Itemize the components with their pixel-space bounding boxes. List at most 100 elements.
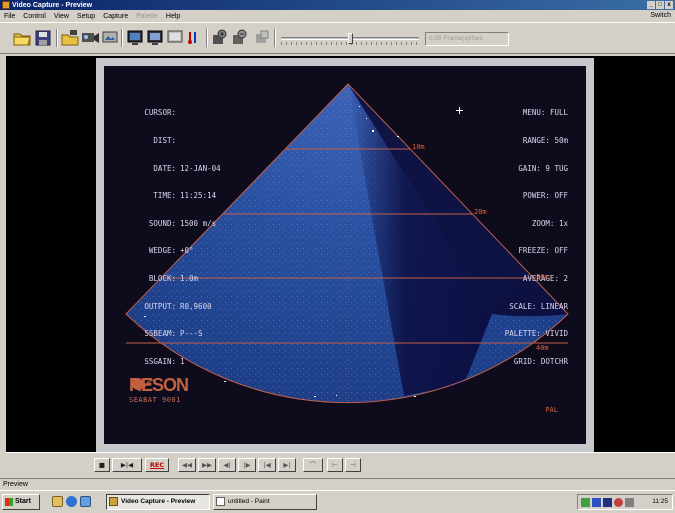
readout-key: GRID: (513, 356, 537, 366)
readout-key: SCALE: (509, 301, 537, 311)
reson-seal-icon (132, 378, 155, 391)
readout-value: VIVID (545, 329, 568, 339)
readout-value (176, 136, 180, 145)
readout-key: RANGE: (522, 136, 550, 146)
menu-setup[interactable]: Setup (76, 12, 96, 20)
readout-value: 1500 m/s (180, 218, 217, 228)
video-format-icon[interactable] (100, 28, 120, 48)
browser-icon[interactable] (66, 496, 77, 507)
go-start-button[interactable]: |◀ (258, 458, 276, 472)
explorer-icon[interactable] (80, 496, 91, 507)
stop-button[interactable]: ■ (94, 458, 110, 472)
menu-capture[interactable]: Capture (103, 12, 129, 20)
open-folder-icon[interactable] (12, 28, 32, 48)
task-paint[interactable]: untitled - Paint (213, 494, 317, 510)
readout-key: POWER: (522, 191, 550, 201)
frame-rate-slider[interactable] (279, 32, 421, 46)
tray-app-icon[interactable] (592, 498, 601, 507)
readout-key: GAIN: (518, 163, 541, 173)
rewind-button[interactable]: ◀◀ (178, 458, 196, 472)
volume-icon[interactable] (625, 498, 634, 507)
video-standard-label: PAL (545, 406, 558, 414)
readout-key: CURSOR: (144, 108, 176, 118)
task-label: untitled - Paint (228, 498, 270, 505)
menu-control[interactable]: Control (23, 12, 46, 20)
clip-button[interactable]: ⌒ (303, 458, 323, 472)
readout-value: LINEAR (540, 301, 568, 311)
logo-model: SEABAT 9001 (129, 396, 181, 404)
save-disk-icon[interactable] (33, 28, 53, 48)
system-tray: 11:25 (577, 494, 673, 510)
readout-value: 2 (563, 274, 568, 284)
readout-key: PALETTE: (504, 329, 541, 339)
record-button[interactable]: REC (145, 458, 169, 472)
overlay-icon[interactable] (165, 28, 185, 48)
start-button[interactable]: Start (2, 494, 40, 510)
display-icon[interactable] (145, 28, 165, 48)
app-icon (2, 1, 10, 9)
video-capture-app-icon (109, 497, 118, 506)
mark-in-button[interactable]: ⊢ (327, 458, 343, 472)
readout-value (176, 108, 180, 117)
security-icon[interactable] (614, 498, 623, 507)
desktop-icon[interactable] (52, 496, 63, 507)
range-label-40m: 40m (536, 344, 549, 352)
cursor-crosshair-icon (456, 107, 463, 114)
frame-rate-readout: 0.00 Frame(s)/Sec (425, 32, 509, 46)
capture-settings-icon[interactable] (210, 28, 230, 48)
menu-file[interactable]: File (4, 12, 16, 20)
start-label: Start (15, 498, 31, 505)
preview-icon[interactable] (252, 28, 272, 48)
menu-palette: Palette (136, 12, 158, 20)
network-icon[interactable] (581, 498, 590, 507)
task-label: Video Capture - Preview (121, 498, 196, 505)
switch-link[interactable]: Switch (650, 12, 671, 19)
readout-key: WEDGE: (148, 246, 176, 256)
menu-help[interactable]: Help (165, 12, 181, 20)
readout-key: BLOCK: (148, 274, 176, 284)
mark-out-button[interactable]: ⊣ (345, 458, 361, 472)
task-video-capture[interactable]: Video Capture - Preview (106, 494, 210, 510)
video-source-icon[interactable] (80, 28, 100, 48)
fast-forward-button[interactable]: ▶▶ (198, 458, 216, 472)
sonar-left-readout: CURSOR: DIST: DATE: 12-JAN-04 TIME: 11:25:… (128, 90, 220, 385)
readout-key: DIST: (153, 136, 176, 146)
readout-key: SOUND: (148, 218, 176, 228)
playback-controls: ■ ▶|◀ REC ◀◀ ▶▶ ◀| |▶ |◀ ▶| ⌒ ⊢ ⊣ (6, 452, 675, 477)
readout-value: 50m (554, 136, 568, 146)
readout-value: 1.0m (180, 274, 199, 284)
readout-value: R0,9600 (180, 301, 212, 311)
audio-icon[interactable] (185, 28, 205, 48)
readout-value: +0° (180, 246, 194, 256)
close-button[interactable]: x (665, 1, 673, 9)
readout-key: FREEZE: (518, 246, 550, 256)
readout-key: DATE: (153, 163, 176, 173)
capture-folder-icon[interactable] (60, 28, 80, 48)
monitor-tray-icon[interactable] (603, 498, 612, 507)
readout-key: AVERAGE: (522, 274, 559, 284)
go-end-button[interactable]: ▶| (278, 458, 296, 472)
range-label-20m: 20m (474, 208, 487, 216)
windows-flag-icon (5, 498, 13, 506)
maximize-button[interactable]: □ (656, 1, 664, 9)
step-back-button[interactable]: ◀| (218, 458, 236, 472)
monitor-icon[interactable] (125, 28, 145, 48)
toolbar: 0.00 Frame(s)/Sec (0, 22, 675, 54)
reson-logo: RESON SEABAT 9001 (129, 376, 189, 404)
minimize-button[interactable]: _ (647, 1, 655, 9)
taskbar: Start Video Capture - Preview untitled -… (0, 490, 675, 513)
compression-icon[interactable] (230, 28, 250, 48)
readout-key: TIME: (153, 191, 176, 201)
readout-value: 11:25:14 (180, 191, 217, 201)
readout-key: ZOOM: (531, 218, 555, 228)
menu-bar: File Control View Setup Capture Palette … (0, 10, 675, 22)
step-forward-button[interactable]: |▶ (238, 458, 256, 472)
clock: 11:25 (652, 498, 668, 505)
readout-value: FULL (549, 108, 568, 118)
readout-value: P---S (180, 329, 203, 339)
paint-app-icon (216, 497, 225, 506)
readout-value: 9 TUG (545, 163, 568, 173)
menu-view[interactable]: View (53, 12, 69, 20)
play-pause-button[interactable]: ▶|◀ (112, 458, 142, 472)
slider-thumb[interactable] (347, 33, 353, 44)
